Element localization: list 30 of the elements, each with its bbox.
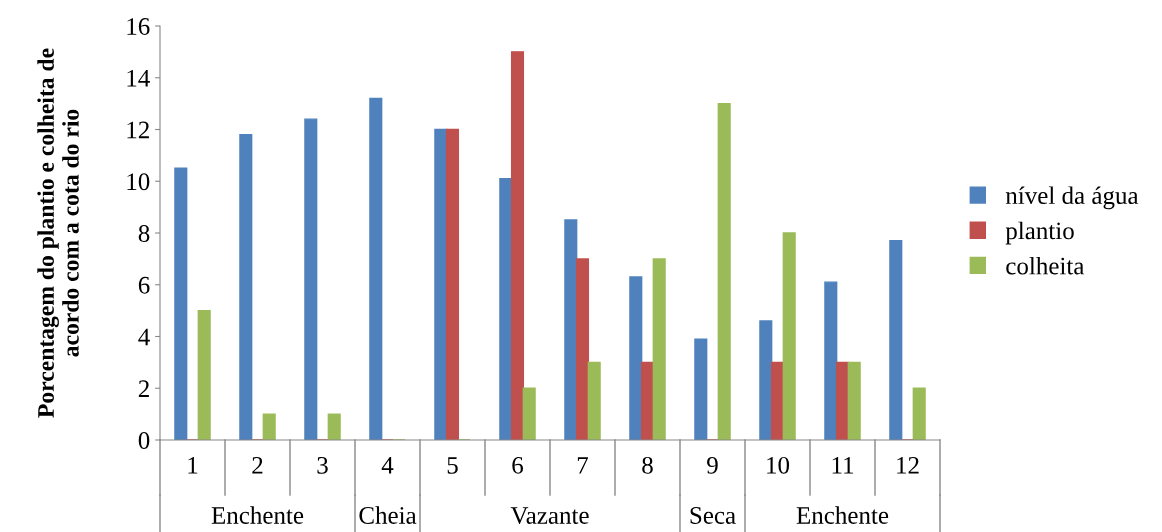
y-tick-label: 2 — [138, 380, 149, 397]
text: Vazante — [510, 507, 589, 525]
x-tick-label: 8 — [642, 456, 653, 474]
x-tick-label: 3 — [317, 456, 328, 474]
y-tick-label: 6 — [138, 276, 150, 294]
y-tick-label: 16 — [127, 18, 150, 35]
y-axis-title: Porcentagem do plantio e colheita de acordo com a cota do rio — [37, 48, 79, 418]
x-tick-label: 10 — [767, 456, 790, 474]
x-tick-label: 5 — [447, 457, 458, 474]
x-tick-label: 6 — [512, 456, 523, 474]
legend-label: plantio — [1005, 221, 1074, 245]
y-tick-label: 8 — [138, 225, 150, 242]
y-tick-label: 0 — [138, 432, 150, 449]
y-tick-label: 10 — [127, 173, 150, 191]
y-tick-label: 4 — [138, 328, 150, 346]
legend-label: nível da água — [1005, 186, 1139, 210]
text: Enchente — [211, 506, 304, 524]
x-tick-label: 4 — [381, 457, 394, 474]
x-tick-label: 7 — [577, 457, 589, 474]
x-tick-label: 9 — [707, 456, 718, 474]
text: Enchente — [796, 506, 889, 524]
x-tick-label: 2 — [252, 456, 263, 474]
text: Cheia — [359, 506, 417, 524]
y-tick-label: 14 — [127, 69, 150, 87]
x-tick-label: 12 — [897, 456, 919, 474]
x-tick-label: 1 — [188, 457, 198, 474]
legend-label: colheita — [1006, 256, 1085, 275]
x-tick-label: 11 — [832, 457, 854, 474]
text: Seca — [690, 507, 736, 524]
y-tick-label: 12 — [127, 121, 149, 139]
